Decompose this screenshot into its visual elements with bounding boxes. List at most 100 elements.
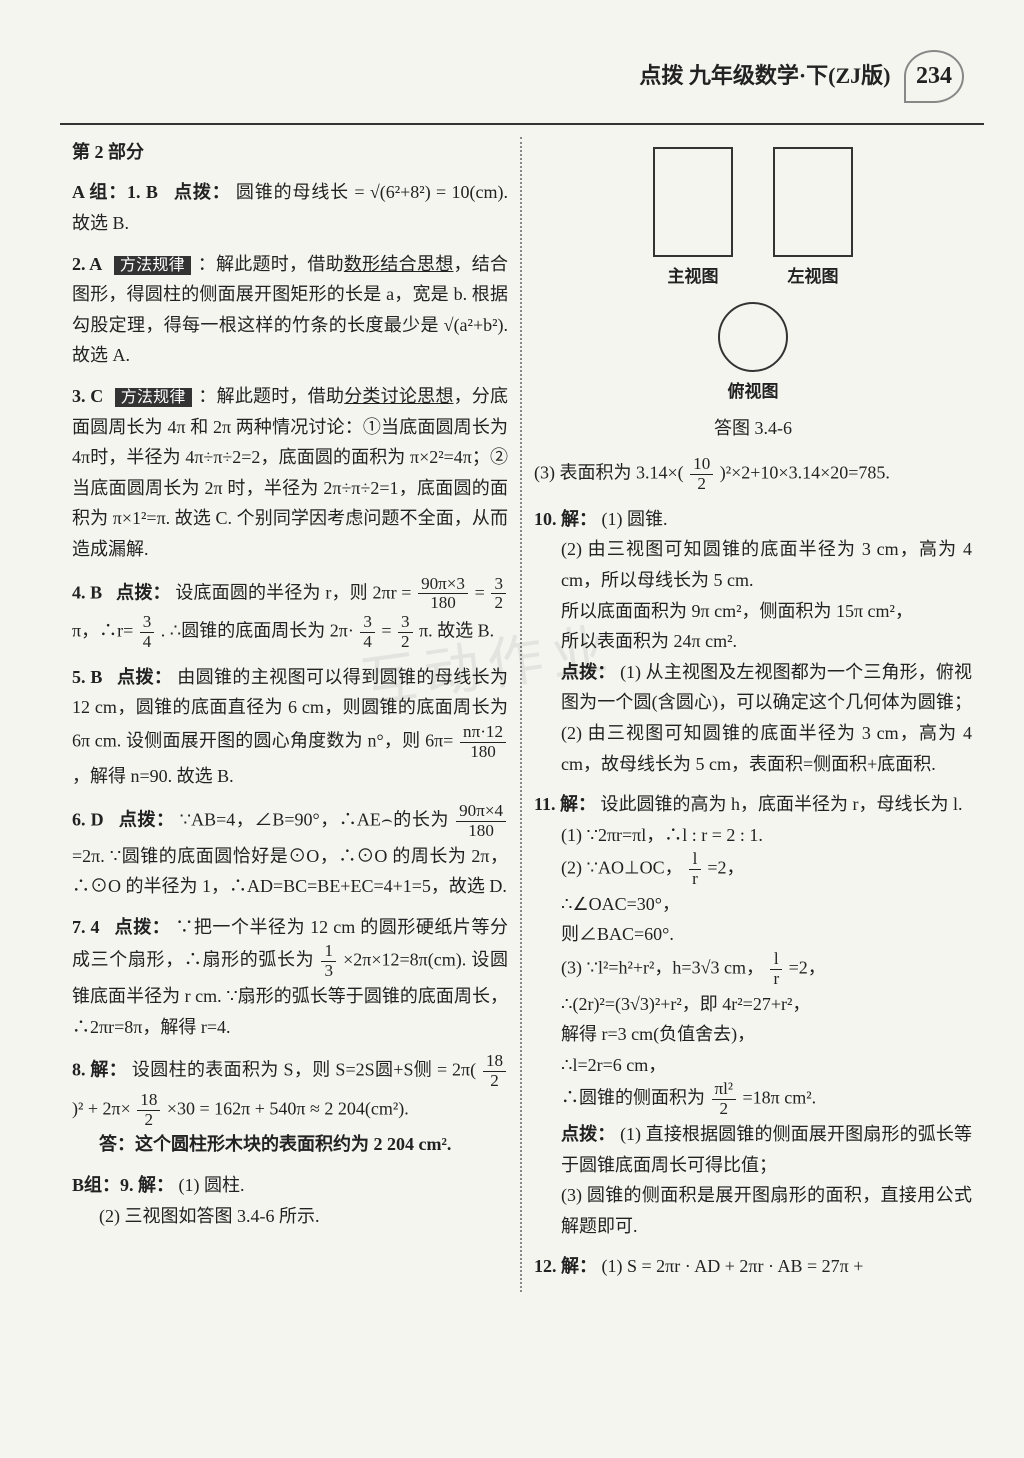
q8-label: 8. 解： xyxy=(72,1060,127,1080)
q11-p5a: (3) ∵l²=h²+r²，h=3√3 cm， xyxy=(561,958,764,978)
q10-p2: (2) 由三视图可知圆锥的底面半径为 3 cm，高为 4 cm，所以母线长为 5… xyxy=(534,534,972,595)
q9-label: B组：9. 解： xyxy=(72,1175,174,1195)
q10-label: 10. 解： xyxy=(534,509,597,529)
fig-left-label: 左视图 xyxy=(773,263,853,292)
q11-label: 11. 解： xyxy=(534,794,596,814)
q11-p5: (3) ∵l²=h²+r²，h=3√3 cm， lr =2， xyxy=(534,950,972,989)
q11-p9a: ∴圆锥的侧面积为 xyxy=(561,1088,705,1108)
left-column: 第 2 部分 A 组：1. B 点拨： 圆锥的母线长 = √(6²+8²) = … xyxy=(60,137,522,1292)
q4-t3: π，∴r= xyxy=(72,621,133,641)
q9-3: (3) 表面积为 3.14×( 102 )²×2+10×3.14×20=785. xyxy=(534,455,972,494)
q11-p7: 解得 r=3 cm(负值舍去)， xyxy=(534,1019,972,1050)
q11-p9frac: πl²2 xyxy=(712,1080,737,1119)
q9-3-frac: 102 xyxy=(690,455,713,494)
page: 点拨 九年级数学·下(ZJ版) 234 第 2 部分 A 组：1. B 点拨： … xyxy=(0,0,1024,1322)
figures-row1: 主视图 左视图 xyxy=(534,147,972,292)
q11-p11: (3) 圆锥的侧面积是展开图扇形的面积，直接用公式解题即可. xyxy=(534,1180,972,1241)
section-header: 第 2 部分 xyxy=(72,137,508,168)
q4-frac2: 32 xyxy=(491,575,506,614)
q8-t3: ×30 = 162π + 540π ≈ 2 204(cm²). xyxy=(167,1098,409,1118)
q1-hint: 点拨： xyxy=(174,182,231,202)
q8-t2: )² + 2π× xyxy=(72,1098,131,1118)
q11-p2b: =2， xyxy=(707,858,744,878)
fig-left: 左视图 xyxy=(773,147,853,292)
q11-p5frac: lr xyxy=(770,950,782,989)
columns: 第 2 部分 A 组：1. B 点拨： 圆锥的母线长 = √(6²+8²) = … xyxy=(60,137,984,1292)
q8: 8. 解： 设圆柱的表面积为 S，则 S=2S圆+S侧 = 2π( 182 )²… xyxy=(72,1052,508,1160)
divider xyxy=(60,123,984,125)
q8-frac2: 182 xyxy=(137,1091,160,1130)
q7-hint: 点拨： xyxy=(115,917,171,937)
q6: 6. D 点拨： ∵AB=4，∠B=90°，∴AE⌢的长为 90π×4180 =… xyxy=(72,802,508,902)
q5-t2: ，解得 n=90. 故选 B. xyxy=(72,766,234,786)
q11: 11. 解： 设此圆锥的高为 h，底面半径为 r，母线长为 l. (1) ∵2π… xyxy=(534,789,972,1241)
q8-t1: 设圆柱的表面积为 S，则 S=2S圆+S侧 = 2π( xyxy=(132,1060,476,1080)
q12-label: 12. 解： xyxy=(534,1256,597,1276)
q5: 5. B 点拨： 由圆锥的主视图可以得到圆锥的母线长为 12 cm，圆锥的底面直… xyxy=(72,662,508,792)
q2: 2. A 方法规律 ：解此题时，借助数形结合思想，结合图形，得圆柱的侧面展开图矩… xyxy=(72,249,508,371)
q3: 3. C 方法规律 ：解此题时，借助分类讨论思想，分底面圆周长为 4π 和 2π… xyxy=(72,381,508,565)
q9-t1: (1) 圆柱. xyxy=(179,1175,245,1195)
q2-label: 2. A xyxy=(72,254,102,274)
q11-hint-block: 点拨： (1) 直接根据圆锥的侧面展开图扇形的弧长等于圆锥底面周长可得比值； xyxy=(534,1119,972,1180)
page-number: 234 xyxy=(904,50,964,103)
q10: 10. 解： (1) 圆锥. (2) 由三视图可知圆锥的底面半径为 3 cm，高… xyxy=(534,504,972,779)
right-column: 主视图 左视图 俯视图 答图 3.4-6 (3) 表面积为 3.14×( 102… xyxy=(522,137,984,1292)
q11-p6: ∴(2r)²=(3√3)²+r²，即 4r²=27+r²， xyxy=(534,989,972,1020)
q2-ul: 数形结合思想 xyxy=(344,254,454,274)
q10-hint-block: 点拨： (1) 从主视图及左视图都为一个三角形，俯视图为一个圆(含圆心)，可以确… xyxy=(534,657,972,779)
q10-p3: 所以底面面积为 9π cm²，侧面积为 15π cm²， xyxy=(534,596,972,627)
q6-hint: 点拨： xyxy=(119,810,175,830)
q10-hint: 点拨： xyxy=(561,662,615,682)
q4-hint: 点拨： xyxy=(116,582,171,602)
q4-label: 4. B xyxy=(72,582,102,602)
q3-box: 方法规律 xyxy=(115,388,192,407)
q6-t2: =2π. ∵圆锥的底面圆恰好是⊙O，∴⊙O 的周长为 2π，∴⊙O 的半径为 1… xyxy=(72,846,508,897)
q8-frac1: 182 xyxy=(483,1052,506,1091)
q5-frac: nπ·12180 xyxy=(460,723,506,762)
q11-hint: 点拨： xyxy=(561,1124,615,1144)
fig-main: 主视图 xyxy=(653,147,733,292)
q2-box: 方法规律 xyxy=(114,256,191,275)
fig-top: 俯视图 xyxy=(718,302,788,407)
page-header: 点拨 九年级数学·下(ZJ版) 234 xyxy=(60,50,984,103)
q7: 7. 4 点拨： ∵把一个半径为 12 cm 的圆形硬纸片等分成三个扇形，∴扇形… xyxy=(72,912,508,1042)
q11-p5b: =2， xyxy=(789,958,826,978)
q1-label: A 组：1. B xyxy=(72,182,158,202)
q12: 12. 解： (1) S = 2πr · AD + 2πr · AB = 27π… xyxy=(534,1251,972,1282)
fig-main-label: 主视图 xyxy=(653,263,733,292)
q9: B组：9. 解： (1) 圆柱. (2) 三视图如答图 3.4-6 所示. xyxy=(72,1170,508,1231)
header-title: 点拨 九年级数学·下(ZJ版) xyxy=(639,63,890,88)
q4-frac4: 34 xyxy=(360,613,375,652)
q4-frac3: 34 xyxy=(140,613,155,652)
q4-t6: π. 故选 B. xyxy=(419,621,494,641)
q7-label: 7. 4 xyxy=(72,917,100,937)
figures-row2: 俯视图 xyxy=(534,302,972,407)
q4-frac1: 90π×3180 xyxy=(418,575,468,614)
q12-text: (1) S = 2πr · AD + 2πr · AB = 27π + xyxy=(602,1256,864,1276)
fig-top-label: 俯视图 xyxy=(718,378,788,407)
q5-hint: 点拨： xyxy=(117,667,172,687)
q4-t4: . ∴圆锥的底面周长为 2π· xyxy=(161,621,354,641)
q11-p8: ∴l=2r=6 cm， xyxy=(534,1050,972,1081)
q11-p3: ∴∠OAC=30°， xyxy=(534,889,972,920)
q11-p4: 则∠BAC=60°. xyxy=(534,919,972,950)
rect-main xyxy=(653,147,733,257)
q7-frac: 13 xyxy=(321,942,336,981)
q3-ul: 分类讨论思想 xyxy=(344,386,453,406)
q5-label: 5. B xyxy=(72,667,102,687)
q11-p2frac: lr xyxy=(689,850,701,889)
q4-t1: 设底面圆的半径为 r，则 2πr = xyxy=(175,582,411,602)
q9-t2: (2) 三视图如答图 3.4-6 所示. xyxy=(72,1201,508,1232)
q3-text2: ，分底面圆周长为 4π 和 2π 两种情况讨论：①当底面圆周长为 4π时，半径为… xyxy=(72,386,508,559)
q8-ans: 答：这个圆柱形木块的表面积约为 2 204 cm². xyxy=(72,1129,508,1160)
q3-label: 3. C xyxy=(72,386,103,406)
q6-t1: ∵AB=4，∠B=90°，∴AE⌢的长为 xyxy=(180,810,449,830)
circle-top xyxy=(718,302,788,372)
q10-p1: (1) 圆锥. xyxy=(602,509,668,529)
q6-label: 6. D xyxy=(72,810,104,830)
q4-frac5: 32 xyxy=(398,613,413,652)
q11-intro: 设此圆锥的高为 h，底面半径为 r，母线长为 l. xyxy=(601,794,963,814)
q11-p9: ∴圆锥的侧面积为 πl²2 =18π cm². xyxy=(534,1080,972,1119)
q11-p10: (1) 直接根据圆锥的侧面展开图扇形的弧长等于圆锥底面周长可得比值； xyxy=(561,1124,972,1175)
